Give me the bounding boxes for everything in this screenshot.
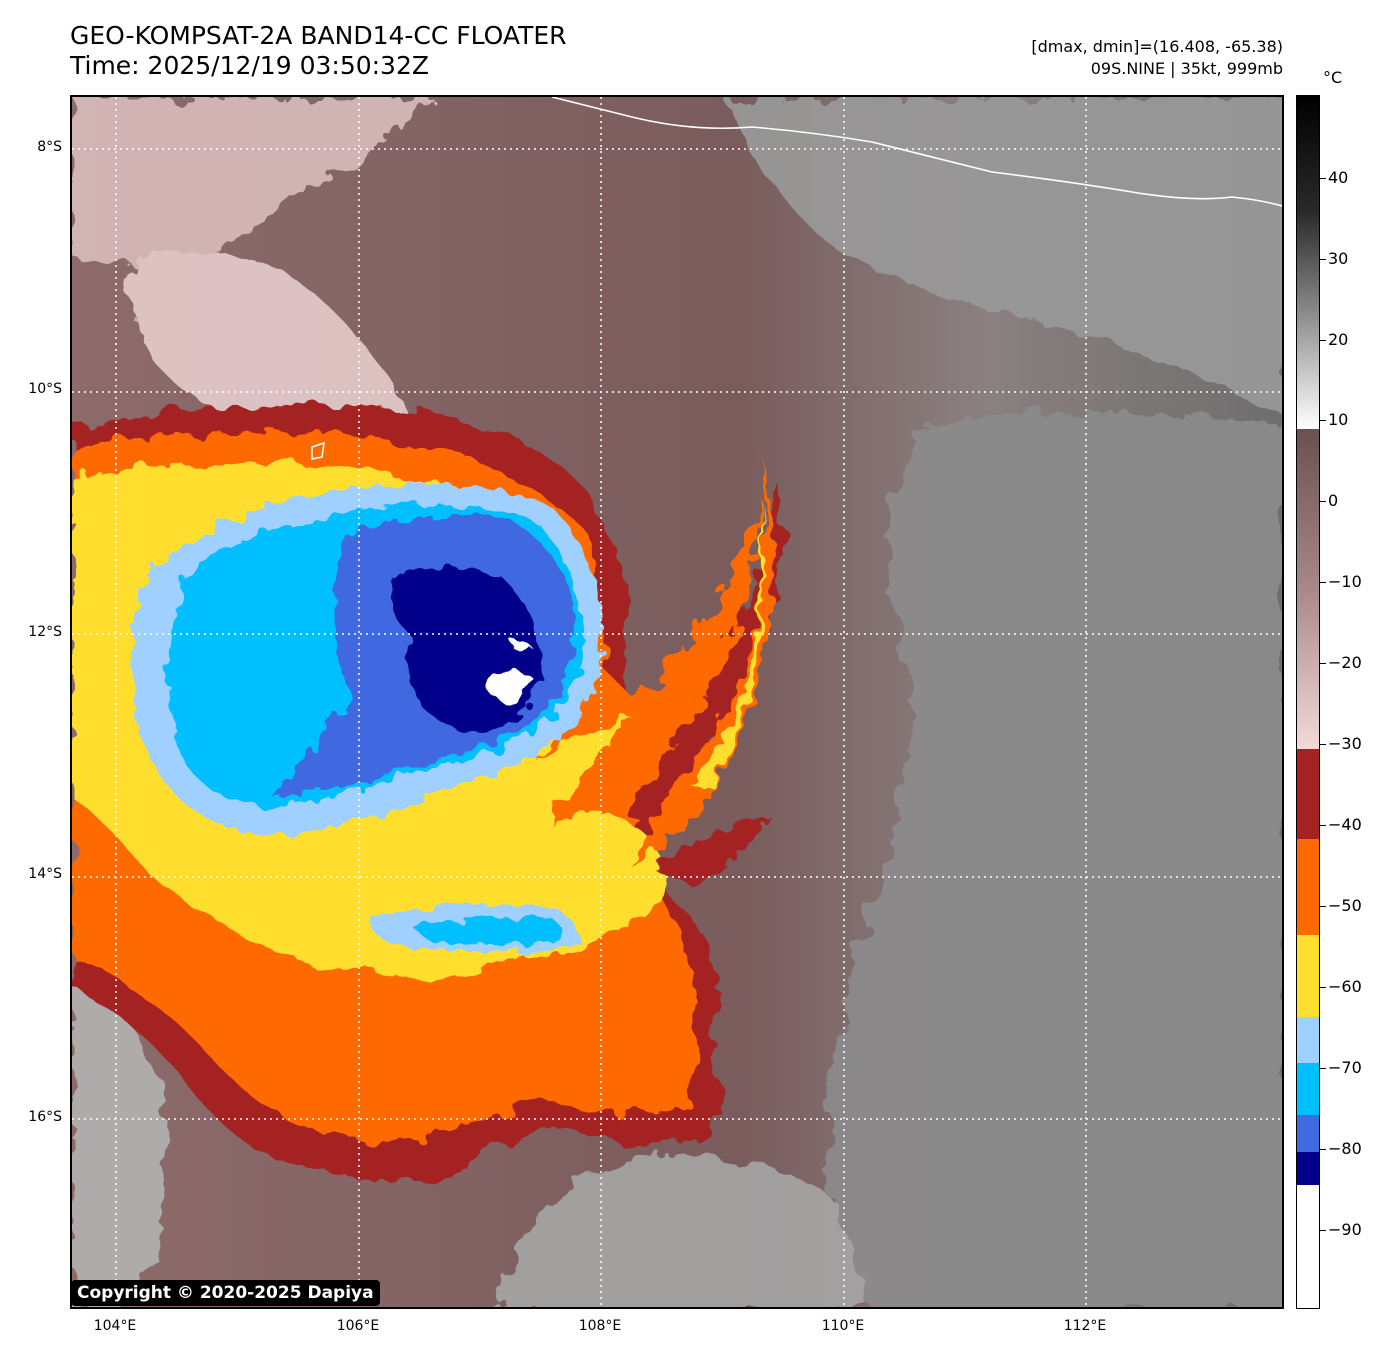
colorbar-tick [1320, 987, 1326, 988]
colorbar-dark-red-segment [1297, 749, 1319, 839]
range-info: [dmax, dmin]=(16.408, -65.38) [1031, 37, 1283, 56]
colorbar-royal-blue-segment [1297, 1115, 1319, 1152]
coastline [311, 97, 1282, 460]
spiral-band [632, 457, 774, 887]
colorbar-tick [1320, 663, 1326, 664]
colorbar-label-neg20: −20 [1328, 653, 1362, 672]
lon-label-110e: 110°E [821, 1318, 865, 1334]
graticule [72, 97, 1282, 1307]
colorbar-tick [1320, 340, 1326, 341]
colorbar-label-40: 40 [1328, 168, 1349, 187]
warm-cloud-areas [72, 97, 1282, 1307]
timestamp: Time: 2025/12/19 03:50:32Z [70, 51, 429, 80]
colorbar-label-neg60: −60 [1328, 977, 1362, 996]
colorbar-tick [1320, 501, 1326, 502]
colorbar-navy-segment [1297, 1152, 1319, 1185]
colorbar-gold-segment [1297, 935, 1319, 1017]
lon-label-106e: 106°E [336, 1318, 380, 1334]
colorbar-tick [1320, 906, 1326, 907]
storm-info: 09S.NINE | 35kt, 999mb [1090, 59, 1283, 78]
colorbar-label-30: 30 [1328, 249, 1349, 268]
lat-label-16s: 16°S [28, 1109, 62, 1125]
colorbar-tick [1320, 1149, 1326, 1150]
lat-label-8s: 8°S [37, 139, 62, 155]
colorbar-gray-segment [1297, 96, 1319, 429]
coldest-pixels [486, 640, 532, 702]
colorbar-label-neg10: −10 [1328, 572, 1362, 591]
satellite-image [72, 97, 1282, 1307]
colorbar-label-neg90: −90 [1328, 1220, 1362, 1239]
colorbar-tick [1320, 420, 1326, 421]
colorbar-label-neg50: −50 [1328, 896, 1362, 915]
colorbar-label-neg70: −70 [1328, 1058, 1362, 1077]
colorbar-label-neg40: −40 [1328, 815, 1362, 834]
lat-label-10s: 10°S [28, 381, 62, 397]
colorbar-label-neg30: −30 [1328, 734, 1362, 753]
colorbar-label-0: 0 [1328, 491, 1339, 510]
colorbar-tick [1320, 178, 1326, 179]
colorbar-orange-segment [1297, 839, 1319, 935]
colorbar-tick [1320, 825, 1326, 826]
copyright-notice: Copyright © 2020-2025 Dapiya [71, 1280, 380, 1306]
colorbar-tick [1320, 744, 1326, 745]
colorbar-label-10: 10 [1328, 410, 1349, 429]
chart-title: GEO-KOMPSAT-2A BAND14-CC FLOATER [70, 21, 567, 50]
colorbar [1296, 95, 1320, 1309]
colorbar-light-blue-segment [1297, 1017, 1319, 1063]
colorbar-unit: °C [1323, 68, 1343, 87]
lat-label-12s: 12°S [28, 624, 62, 640]
satellite-map [70, 95, 1284, 1309]
colorbar-label-20: 20 [1328, 330, 1349, 349]
colorbar-mauve-segment [1297, 429, 1319, 749]
colorbar-white-segment [1297, 1185, 1319, 1308]
colorbar-tick [1320, 1230, 1326, 1231]
colorbar-sky-blue-segment [1297, 1063, 1319, 1115]
lat-label-14s: 14°S [28, 866, 62, 882]
colorbar-label-neg80: −80 [1328, 1139, 1362, 1158]
colorbar-tick [1320, 1068, 1326, 1069]
colorbar-tick [1320, 582, 1326, 583]
lon-label-108e: 108°E [578, 1318, 622, 1334]
cold-cloud-tops [130, 484, 603, 952]
colorbar-scale [1297, 96, 1319, 1308]
lon-label-112e: 112°E [1063, 1318, 1107, 1334]
colorbar-tick [1320, 259, 1326, 260]
lon-label-104e: 104°E [93, 1318, 137, 1334]
